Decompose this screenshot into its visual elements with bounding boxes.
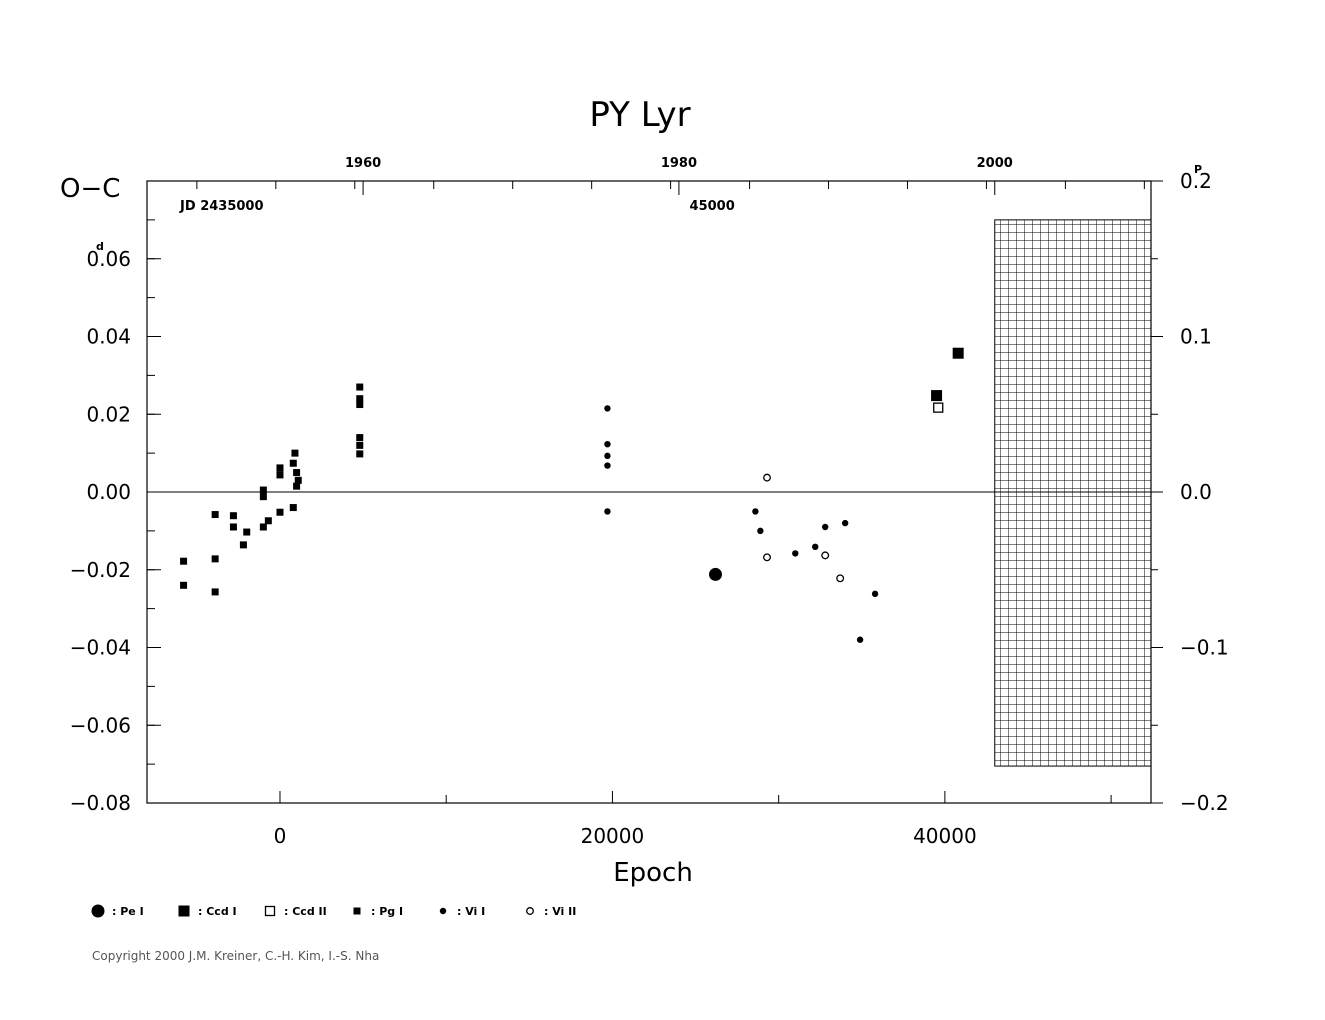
y-tick-label: −0.02 xyxy=(70,558,131,582)
y-unit-label: d xyxy=(96,240,104,253)
data-points xyxy=(180,347,964,643)
data-point xyxy=(952,347,964,359)
legend-marker xyxy=(439,907,447,915)
data-point xyxy=(812,543,819,551)
data-point xyxy=(821,551,830,560)
x-axis-label: Epoch xyxy=(613,858,693,888)
y-axis-label: O−C xyxy=(60,174,120,204)
y-tick-label: −0.04 xyxy=(70,636,131,660)
data-point xyxy=(604,462,611,469)
legend-marker xyxy=(353,907,361,915)
data-point xyxy=(264,517,272,525)
data-point xyxy=(931,390,943,402)
data-point xyxy=(856,636,864,643)
data-point xyxy=(276,471,284,479)
data-point xyxy=(291,449,299,457)
data-point xyxy=(871,590,879,598)
data-point xyxy=(259,523,267,531)
hatched-grid xyxy=(994,219,1152,767)
data-point xyxy=(604,508,611,515)
data-point xyxy=(356,441,364,449)
x-tick-label: 40000 xyxy=(913,824,977,848)
legend-marker xyxy=(526,907,534,915)
legend-label: : Ccd II xyxy=(284,905,327,918)
data-point xyxy=(180,557,188,565)
data-point xyxy=(792,550,799,557)
y-tick-label: 0.00 xyxy=(86,480,131,504)
data-point xyxy=(356,401,364,409)
data-point xyxy=(259,486,267,494)
y-tick-label: −0.06 xyxy=(70,713,131,737)
right-tick-label: −0.1 xyxy=(1180,636,1229,660)
data-point xyxy=(356,383,364,391)
legend-label: : Pe I xyxy=(112,905,144,918)
y-tick-label: 0.02 xyxy=(86,402,131,426)
legend-label: : Vi I xyxy=(457,905,485,918)
hatched-region xyxy=(994,219,1152,767)
data-point xyxy=(211,511,219,519)
top-year-label: 2000 xyxy=(977,156,1013,171)
data-point xyxy=(211,555,219,563)
data-point xyxy=(259,493,267,501)
jd-label: 45000 xyxy=(690,199,735,214)
jd-label: JD 2435000 xyxy=(179,199,263,214)
legend-label: : Pg I xyxy=(371,905,403,918)
data-point xyxy=(356,450,364,458)
data-point xyxy=(243,528,251,536)
data-point xyxy=(752,508,759,515)
y-tick-label: 0.04 xyxy=(86,325,131,349)
data-point xyxy=(180,581,188,589)
data-point xyxy=(763,473,771,482)
data-point xyxy=(841,519,849,527)
data-point xyxy=(356,395,364,403)
data-point xyxy=(708,567,722,581)
data-point xyxy=(229,512,237,520)
right-tick-label: 0.2 xyxy=(1180,169,1212,193)
data-point xyxy=(294,476,302,484)
data-point xyxy=(604,452,611,460)
data-point xyxy=(289,459,297,467)
right-tick-label: 0.1 xyxy=(1180,325,1212,349)
data-point xyxy=(604,405,611,412)
y-tick-label: 0.06 xyxy=(86,247,131,271)
right-unit-label: P xyxy=(1194,163,1202,176)
top-year-label: 1960 xyxy=(345,156,381,171)
data-point xyxy=(933,402,944,413)
legend-label: : Vi II xyxy=(544,905,576,918)
data-point xyxy=(763,553,771,562)
data-point xyxy=(276,464,284,472)
data-point xyxy=(229,523,237,531)
right-tick-label: −0.2 xyxy=(1180,791,1229,815)
legend-marker xyxy=(264,905,276,917)
data-point xyxy=(757,527,764,535)
data-point xyxy=(604,440,611,448)
data-point xyxy=(211,588,219,596)
data-point xyxy=(836,574,845,583)
legend: : Pe I : Ccd I : Ccd II : Pg I : Vi I : Vi II xyxy=(91,904,576,918)
right-tick-label: 0.0 xyxy=(1180,480,1212,504)
data-point xyxy=(276,508,284,516)
data-point xyxy=(356,434,364,442)
y-tick-label: −0.08 xyxy=(70,791,131,815)
legend-marker xyxy=(91,904,105,918)
legend-marker xyxy=(178,905,190,917)
axis-ticks xyxy=(147,180,1163,804)
top-year-label: 1980 xyxy=(661,156,697,171)
data-point xyxy=(239,541,247,549)
chart-title: PY Lyr xyxy=(589,95,690,135)
data-point xyxy=(289,504,297,512)
copyright-text: Copyright 2000 J.M. Kreiner, C.-H. Kim, … xyxy=(92,949,379,963)
x-tick-label: 0 xyxy=(274,824,287,848)
data-point xyxy=(821,523,829,531)
x-tick-label: 20000 xyxy=(581,824,645,848)
data-point xyxy=(293,482,301,490)
data-point xyxy=(293,469,301,477)
axis-tick-labels: 0 20000 40000 1960 1980 2000 JD 2435000 45000 0.… xyxy=(70,156,1229,848)
legend-label: : Ccd I xyxy=(198,905,237,918)
